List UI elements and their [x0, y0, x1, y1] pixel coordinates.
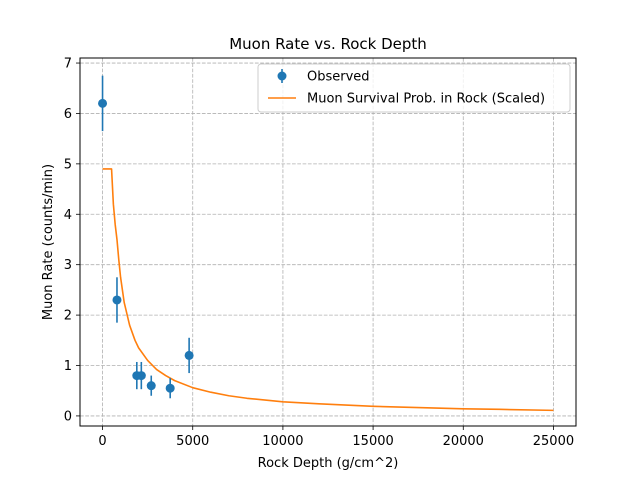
data-point	[146, 381, 156, 391]
data-layer	[98, 75, 554, 412]
survival-curve-line	[102, 168, 554, 412]
y-tick-label: 0	[64, 409, 72, 424]
legend-entry-label: Observed	[307, 70, 370, 85]
y-tick-label: 5	[64, 157, 72, 172]
x-tick-label: 20000	[443, 434, 484, 449]
data-point	[98, 98, 108, 108]
x-tick-label: 10000	[262, 434, 303, 449]
data-point	[184, 350, 194, 360]
x-tick-label: 5000	[176, 434, 209, 449]
x-tick-label: 15000	[352, 434, 393, 449]
x-tick-label: 0	[98, 434, 106, 449]
y-tick-label: 7	[64, 57, 72, 72]
data-point	[112, 295, 122, 305]
data-point	[136, 371, 146, 381]
data-point	[165, 383, 175, 393]
legend-entry-label: Muon Survival Prob. in Rock (Scaled)	[307, 92, 545, 107]
y-axis-label: Muon Rate (counts/min)	[41, 164, 56, 320]
legend-marker-point	[277, 71, 287, 81]
y-tick-label: 4	[64, 208, 72, 223]
tick-layer: 0 5000 10000 15000 20000 25000 0 1 2 3 4 5 6 7	[64, 57, 574, 449]
legend: Observed Muon Survival Prob. in Rock (Sca…	[257, 63, 571, 113]
y-tick-label: 1	[64, 359, 72, 374]
y-tick-label: 6	[64, 107, 72, 122]
y-tick-label: 3	[64, 258, 72, 273]
axes-frame	[79, 57, 577, 427]
x-axis-label: Rock Depth (g/cm^2)	[258, 456, 399, 471]
x-tick-label: 25000	[533, 434, 574, 449]
y-tick-label: 2	[64, 309, 72, 324]
chart-title: Muon Rate vs. Rock Depth	[229, 35, 427, 53]
legend-box	[257, 63, 571, 113]
